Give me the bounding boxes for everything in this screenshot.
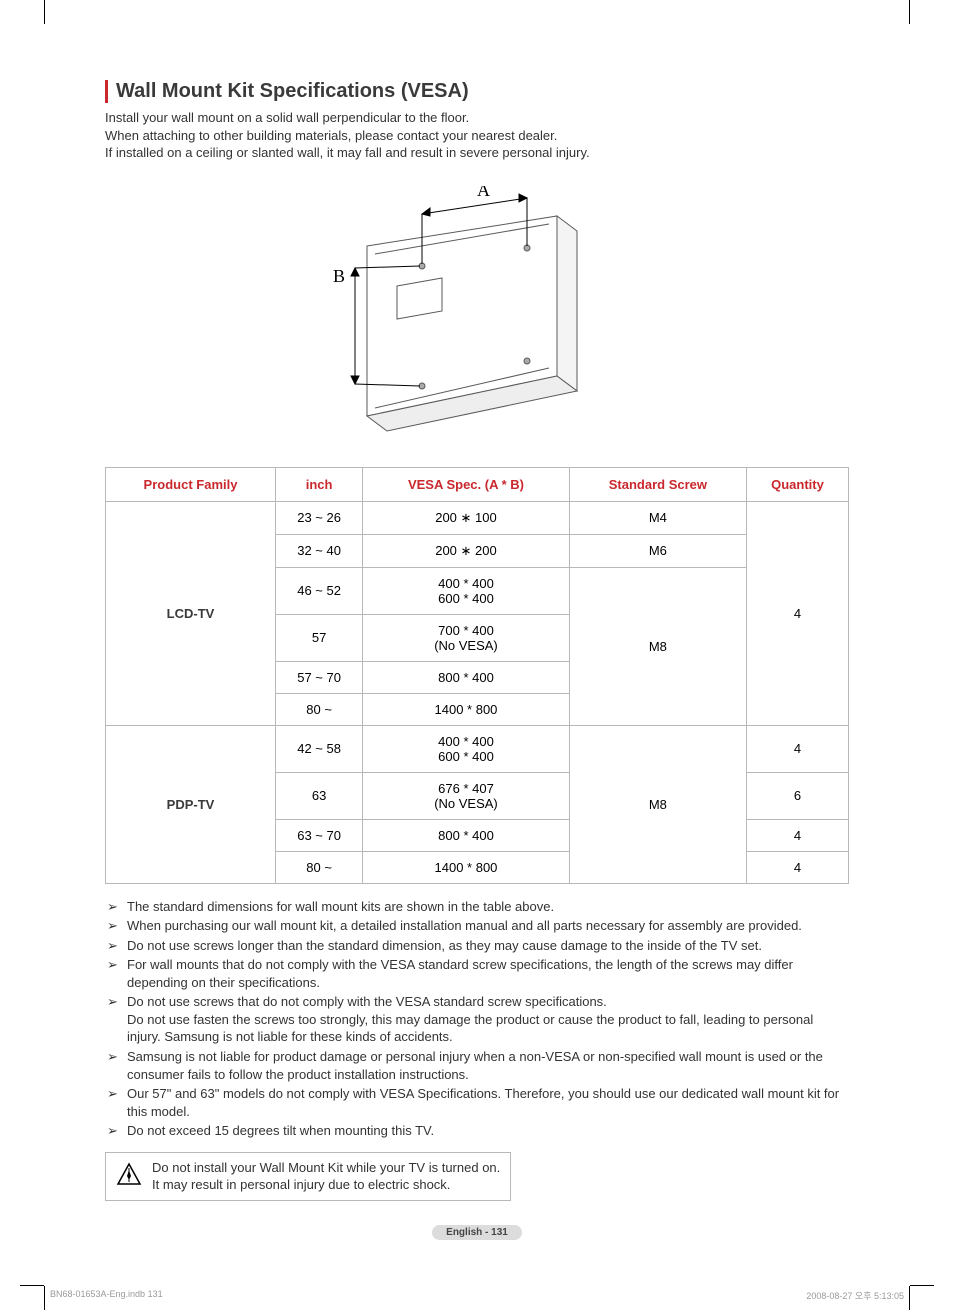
spec-table: Product Family inch VESA Spec. (A * B) S…	[105, 467, 849, 884]
cell: 46 ~ 52	[276, 567, 363, 614]
crop-mark	[44, 0, 45, 24]
page-number-badge: English - 131	[432, 1225, 522, 1240]
notes-list: The standard dimensions for wall mount k…	[105, 898, 849, 1140]
cell: 6	[746, 772, 848, 819]
th-vesa: VESA Spec. (A * B)	[363, 467, 570, 501]
note-item: Do not exceed 15 degrees tilt when mount…	[105, 1122, 849, 1140]
cell: 4	[746, 851, 848, 883]
crop-mark	[44, 1286, 45, 1310]
cell: 80 ~	[276, 851, 363, 883]
cell: 400 * 400 600 * 400	[363, 567, 570, 614]
footer-right: 2008-08-27 오후 5:13:05	[806, 1289, 904, 1302]
th-qty: Quantity	[746, 467, 848, 501]
cell: 63	[276, 772, 363, 819]
cell: 32 ~ 40	[276, 534, 363, 567]
note-item: Samsung is not liable for product damage…	[105, 1048, 849, 1083]
cell: 200 ∗ 100	[363, 501, 570, 534]
crop-mark	[909, 1286, 910, 1310]
th-inch: inch	[276, 467, 363, 501]
note-item: When purchasing our wall mount kit, a de…	[105, 917, 849, 935]
cell: M8	[569, 567, 746, 725]
intro-line: If installed on a ceiling or slanted wal…	[105, 144, 849, 162]
cell: 42 ~ 58	[276, 725, 363, 772]
warning-icon	[116, 1162, 142, 1191]
cell: 800 * 400	[363, 661, 570, 693]
page-title: Wall Mount Kit Specifications (VESA)	[116, 80, 849, 103]
intro-line: Install your wall mount on a solid wall …	[105, 109, 849, 127]
cell: 57 ~ 70	[276, 661, 363, 693]
footer-left: BN68-01653A-Eng.indb 131	[50, 1289, 163, 1302]
cell: M8	[569, 725, 746, 883]
cell: 80 ~	[276, 693, 363, 725]
cell: 57	[276, 614, 363, 661]
diagram-label-a: A	[477, 186, 490, 200]
cell: 4	[746, 819, 848, 851]
note-item: The standard dimensions for wall mount k…	[105, 898, 849, 916]
cell: 800 * 400	[363, 819, 570, 851]
th-family: Product Family	[106, 467, 276, 501]
table-row: PDP-TV 42 ~ 58 400 * 400 600 * 400 M8 4	[106, 725, 849, 772]
note-item: Do not use screws longer than the standa…	[105, 937, 849, 955]
th-screw: Standard Screw	[569, 467, 746, 501]
print-footer: BN68-01653A-Eng.indb 131 2008-08-27 오후 5…	[50, 1289, 904, 1302]
note-item: Our 57" and 63" models do not comply wit…	[105, 1085, 849, 1120]
table-row: LCD-TV 23 ~ 26 200 ∗ 100 M4 4	[106, 501, 849, 534]
cell: 700 * 400 (No VESA)	[363, 614, 570, 661]
cell: M4	[569, 501, 746, 534]
family-cell: PDP-TV	[106, 725, 276, 883]
cell: 4	[746, 501, 848, 725]
vesa-diagram: A B	[327, 186, 627, 449]
crop-mark	[20, 1285, 44, 1286]
cell: 23 ~ 26	[276, 501, 363, 534]
warning-line: Do not install your Wall Mount Kit while…	[152, 1159, 500, 1177]
cell: 4	[746, 725, 848, 772]
crop-mark	[909, 0, 910, 24]
note-item: Do not use screws that do not comply wit…	[105, 993, 849, 1046]
cell: 676 * 407 (No VESA)	[363, 772, 570, 819]
cell: 1400 * 800	[363, 693, 570, 725]
warning-box: Do not install your Wall Mount Kit while…	[105, 1152, 511, 1201]
crop-mark	[910, 1285, 934, 1286]
cell: 63 ~ 70	[276, 819, 363, 851]
cell: 200 ∗ 200	[363, 534, 570, 567]
diagram-label-b: B	[333, 266, 345, 286]
intro-line: When attaching to other building materia…	[105, 127, 849, 145]
warning-line: It may result in personal injury due to …	[152, 1176, 500, 1194]
cell: 400 * 400 600 * 400	[363, 725, 570, 772]
note-item: For wall mounts that do not comply with …	[105, 956, 849, 991]
family-cell: LCD-TV	[106, 501, 276, 725]
intro-text: Install your wall mount on a solid wall …	[105, 109, 849, 162]
cell: M6	[569, 534, 746, 567]
cell: 1400 * 800	[363, 851, 570, 883]
